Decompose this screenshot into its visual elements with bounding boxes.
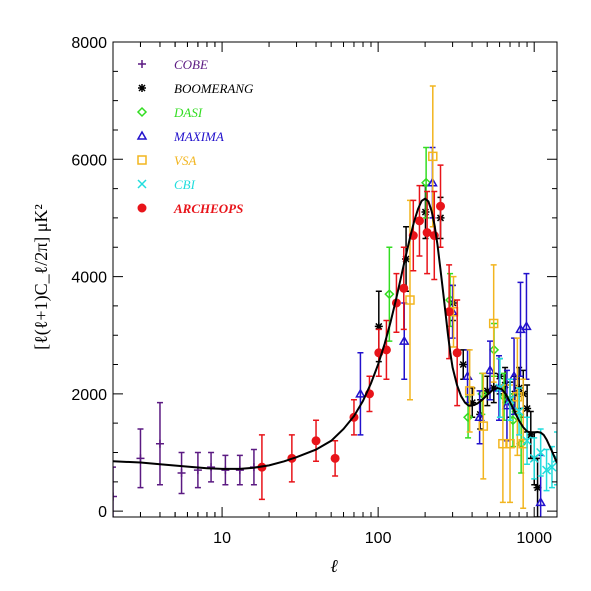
archeops-data-point [436,201,446,211]
dasi-data-point [421,177,432,188]
x-tick-label: 1000 [516,530,552,547]
series-archeops [257,164,462,501]
y-tick-label: 8000 [71,35,107,52]
cbi-data-point [542,465,552,475]
vsa-data-point [505,438,515,449]
boomerang-legend-label: BOOMERANG [174,81,254,96]
vsa-legend-label: VSA [174,153,196,168]
legend-item-boomerang: BOOMERANG [138,81,254,96]
x-axis-title: ℓ [330,556,338,576]
maxima-error-bar [357,352,364,436]
cobe-error-bar [113,466,116,517]
vsa-error-bar [490,264,497,383]
boomerang-data-point [459,360,468,369]
axes: 10 100 1000 0 2000 4000 6000 8000 [71,35,558,547]
vsa-legend-marker [137,155,147,165]
vsa-data-point [428,151,438,162]
cbi-legend-marker [137,179,147,189]
y-tick-label: 4000 [71,270,107,287]
cobe-data-point [113,492,117,501]
boomerang-legend-marker [138,84,146,92]
maxima-data-point [521,320,532,331]
boomerang-data-point [483,386,492,395]
dasi-data-point [463,412,474,423]
maxima-legend-marker [136,130,148,140]
maxima-data-point [355,388,366,398]
cobe-legend-marker [138,60,146,68]
archeops-legend-marker [137,203,147,213]
series-cbi [495,357,557,492]
archeops-data-point [311,436,321,446]
cobe-data-point [136,454,145,463]
series-cobe [113,401,258,517]
vsa-data-point [488,318,499,329]
dasi-data-point [384,289,395,300]
maxima-data-point [535,496,546,507]
cbi-data-point [547,462,557,472]
vsa-error-bar [480,372,487,480]
maxima-data-point [474,411,485,422]
cobe-data-point [221,466,230,475]
vsa-error-bar [466,349,473,433]
boomerang-data-point [523,404,532,413]
cobe-data-point [235,466,244,475]
dasi-legend-marker [136,106,148,118]
y-tick-label: 6000 [71,152,107,169]
x-tick-label: 100 [365,530,392,547]
dasi-error-bar [423,146,430,219]
boomerang-data-point [489,383,498,392]
vsa-data-point [405,295,415,305]
cbi-data-point [522,436,532,446]
y-tick-label: 0 [98,504,107,521]
cobe-data-point [155,439,164,448]
maxima-data-point [501,400,513,410]
archeops-legend-label: ARCHEOPS [173,201,243,216]
cbi-legend-label: CBI [174,177,196,192]
plot-area [113,85,557,517]
boomerang-data-point [374,322,383,331]
series-dasi [384,146,527,474]
vsa-data-point [498,438,508,449]
cobe-data-point [207,463,216,472]
archeops-data-point [452,348,462,358]
vsa-data-point [478,421,489,431]
dasi-error-bar [501,372,508,421]
cobe-legend-label: COBE [174,57,208,72]
x-tick-label: 10 [213,530,231,547]
maxima-data-point [484,364,496,375]
maxima-error-bar [517,281,524,378]
legend-item-cbi: CBI [137,177,196,192]
archeops-data-point [414,216,424,226]
legend-item-maxima: MAXIMA [136,129,224,144]
maxima-legend-label: MAXIMA [173,129,224,144]
maxima-error-bar [487,340,494,401]
cbi-data-point [536,447,546,458]
boomerang-data-point [468,398,477,407]
plot-frame [112,41,558,518]
cbi-error-bar [554,431,557,486]
maxima-error-bar [476,390,483,445]
cobe-data-point [177,469,186,478]
y-tick-label: 2000 [71,387,107,404]
dasi-legend-label: DASI [173,105,203,120]
model-curve [113,197,557,470]
legend-item-archeops: ARCHEOPS [137,201,243,216]
archeops-data-point [330,453,340,463]
series-vsa [405,85,528,509]
maxima-data-point [398,335,410,345]
legend-item-dasi: DASI [136,105,203,120]
vsa-error-bar [514,337,521,457]
boomerang-data-point [526,430,535,439]
legend: COBE BOOMERANG DASI MAXIMA VSA CBI ARCHEOPS [136,57,254,216]
boomerang-data-point [533,483,542,492]
vsa-data-point [464,386,475,396]
archeops-data-point [399,283,409,293]
maxima-data-point [508,370,520,381]
y-axis-title: [ℓ(ℓ+1)C_ℓ/2π] μK² [31,204,52,350]
legend-item-cobe: COBE [138,57,208,72]
legend-item-vsa: VSA [137,153,196,168]
